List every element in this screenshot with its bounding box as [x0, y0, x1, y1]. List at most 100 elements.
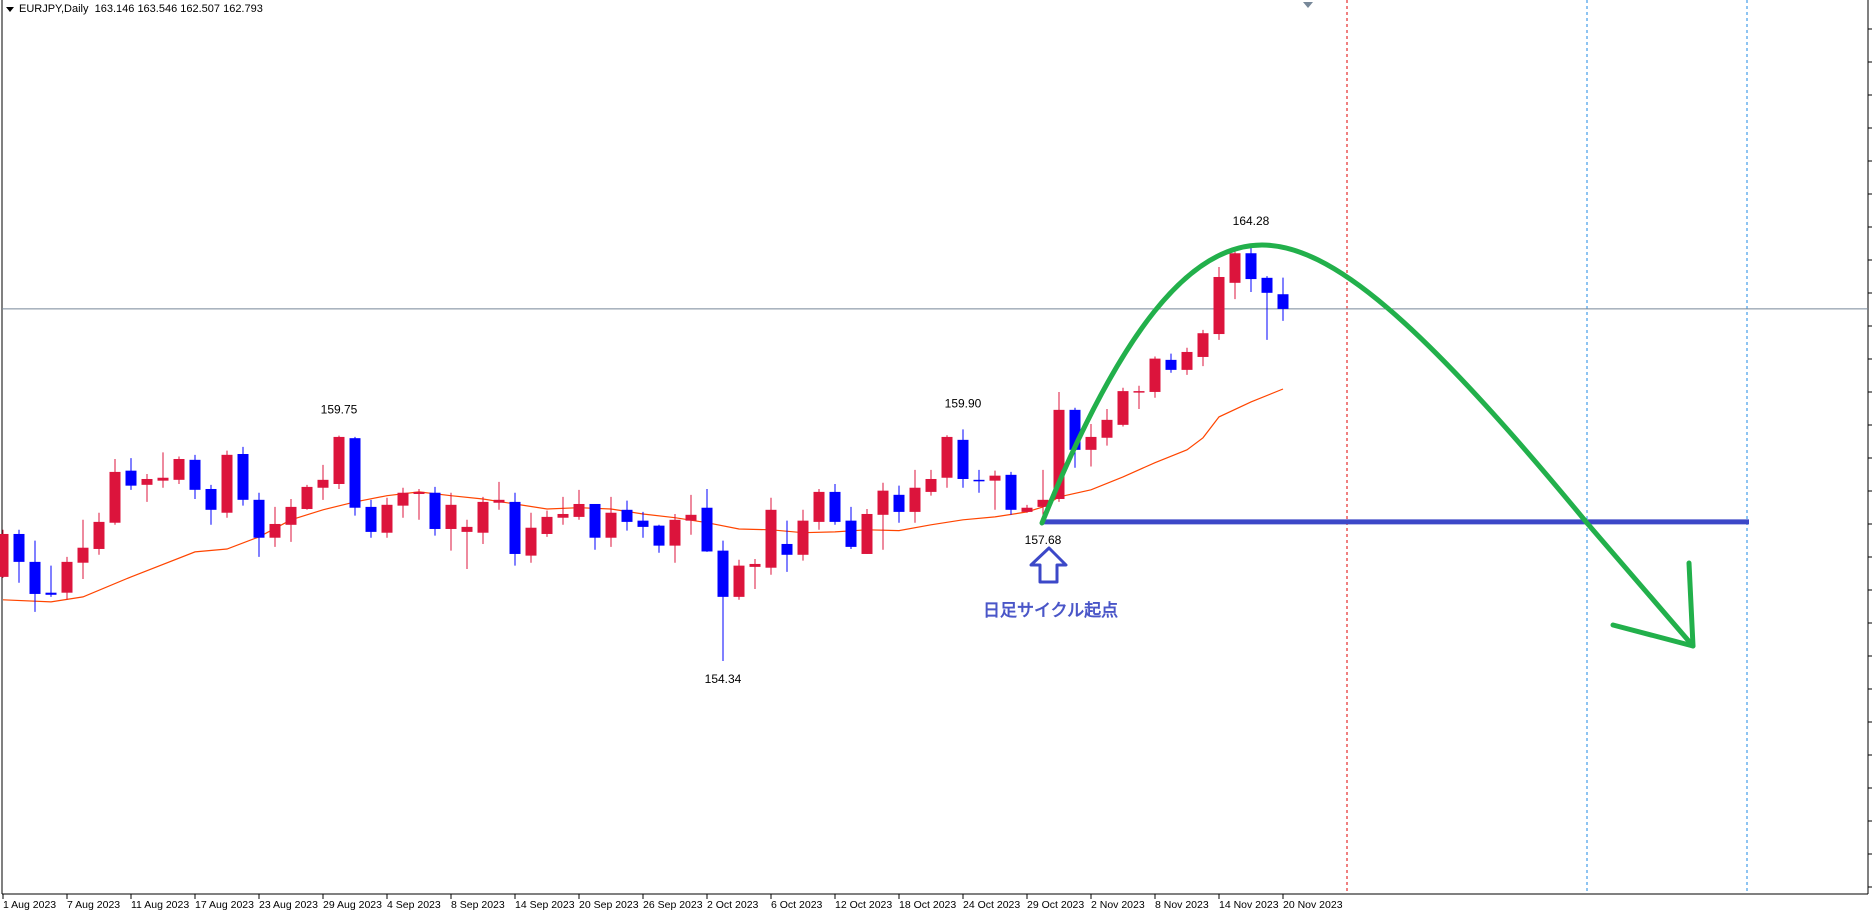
bullish-candle-body [1053, 409, 1065, 499]
candle [125, 458, 137, 490]
bearish-candle-body [1005, 474, 1017, 510]
candle [909, 469, 921, 523]
time-axis-label: 1 Aug 2023 [3, 899, 56, 910]
bullish-candle-body [461, 526, 473, 532]
candle [621, 500, 633, 531]
bullish-candle-body [877, 490, 889, 515]
candle [685, 494, 697, 535]
bullish-candle-body [941, 436, 953, 478]
candle [237, 446, 249, 506]
time-axis: 1 Aug 2023 7 Aug 2023 11 Aug 2023 17 Aug 20… [2, 894, 1343, 910]
price-label: 154.34 [705, 672, 742, 686]
bullish-candle-body [1213, 276, 1225, 335]
candles [0, 247, 1289, 662]
bearish-candle-body [717, 550, 729, 597]
candle [893, 485, 905, 523]
candle [1213, 266, 1225, 340]
candle [557, 496, 569, 525]
candle [349, 436, 361, 516]
bearish-candle-body [1165, 359, 1177, 370]
bullish-candle-body [285, 506, 297, 525]
candle [1117, 387, 1129, 427]
bullish-candle-body [333, 436, 345, 484]
bullish-candle-body [1021, 507, 1033, 512]
candle [541, 510, 553, 537]
bullish-candle-body [93, 521, 105, 549]
bearish-candle-body [957, 439, 969, 479]
candle [333, 435, 345, 489]
bullish-candle-body [1229, 253, 1241, 283]
time-axis-label: 2 Oct 2023 [707, 899, 759, 910]
bearish-candle-body [637, 520, 649, 527]
bullish-candle-body [797, 520, 809, 555]
bullish-candle-body [861, 513, 873, 554]
bullish-candle-body [749, 563, 761, 567]
bullish-candle-body [77, 547, 89, 563]
price-label: 164.28 [1233, 214, 1270, 228]
candle [445, 492, 457, 551]
bullish-candle-body [669, 519, 681, 546]
bullish-candle-body [381, 504, 393, 533]
bullish-candle-body [1085, 436, 1097, 450]
bearish-candle-body [621, 509, 633, 522]
bullish-candle-body [1101, 419, 1113, 438]
bearish-candle-body [237, 454, 249, 500]
candle [813, 488, 825, 530]
bullish-candle-body [573, 503, 585, 517]
bullish-candle-body [493, 499, 505, 503]
bearish-candle-body [781, 543, 793, 555]
bearish-candle-body [1261, 277, 1273, 293]
candle [1021, 504, 1033, 513]
bearish-candle-body [13, 533, 25, 562]
bullish-candle-body [909, 487, 921, 512]
time-axis-label: 20 Sep 2023 [579, 899, 639, 910]
candle [157, 452, 169, 488]
candle [1133, 385, 1145, 410]
bullish-candle-body [605, 512, 617, 538]
candle [525, 512, 537, 563]
candle [1101, 409, 1113, 446]
bearish-candle-body [1277, 294, 1289, 309]
bullish-candle-body [733, 565, 745, 597]
time-axis-label: 6 Oct 2023 [771, 899, 823, 910]
bullish-candle-body [525, 527, 537, 556]
candle [1261, 276, 1273, 340]
bullish-candle-body [1133, 391, 1145, 393]
bullish-candle-body [157, 477, 169, 481]
bullish-candle-body [925, 478, 937, 492]
candle [0, 529, 9, 578]
candle [1149, 356, 1161, 398]
bearish-candle-body [429, 492, 441, 529]
candle [317, 464, 329, 500]
time-axis-label: 14 Nov 2023 [1219, 899, 1279, 910]
cycle-projection-curve[interactable] [1039, 242, 1696, 649]
bullish-candle-body [1197, 333, 1209, 357]
bullish-candle-body [141, 478, 153, 485]
candle [141, 473, 153, 502]
candle [829, 483, 841, 525]
time-axis-label: 8 Sep 2023 [451, 899, 505, 910]
price-labels: 159.75 159.90 164.28 154.34 157.68 [321, 214, 1270, 686]
bullish-candle-body [301, 486, 313, 509]
collapse-triangle-icon[interactable] [6, 6, 14, 12]
candle [77, 519, 89, 579]
bearish-candle-body [973, 479, 985, 482]
bearish-candle-body [29, 561, 41, 594]
candle [429, 486, 441, 536]
bullish-candle-body [221, 454, 233, 513]
candle [717, 540, 729, 662]
bearish-candle-body [253, 499, 265, 538]
bullish-candle-body [0, 533, 9, 577]
candle [1005, 471, 1017, 515]
time-axis-label: 17 Aug 2023 [195, 899, 254, 910]
time-axis-label: 20 Nov 2023 [1283, 899, 1343, 910]
candle [173, 456, 185, 484]
chart-shift-marker-icon[interactable] [1303, 2, 1313, 8]
candle [221, 450, 233, 518]
candle [269, 506, 281, 547]
candle [845, 506, 857, 549]
bullish-candle-body [541, 516, 553, 534]
candle [1277, 277, 1289, 321]
bearish-candle-body [893, 494, 905, 512]
